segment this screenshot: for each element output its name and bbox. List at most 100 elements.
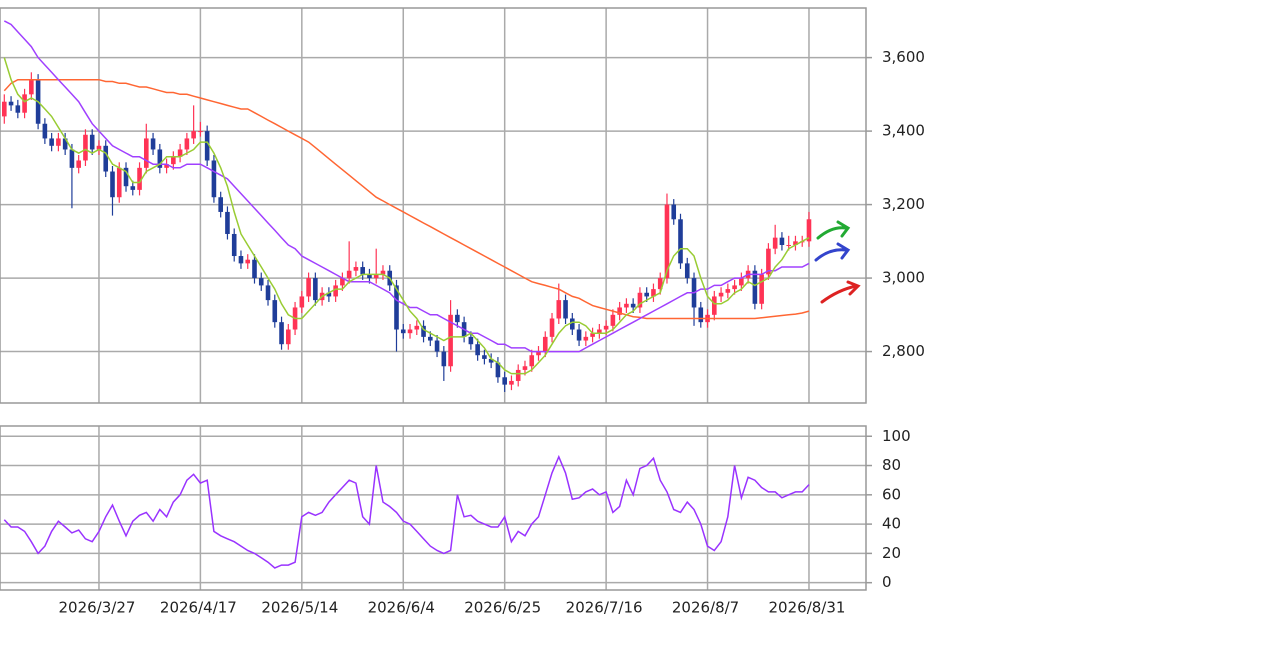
y-tick-label: 80 (882, 456, 901, 474)
candle-body (414, 325, 420, 330)
candle-body (482, 355, 487, 359)
plot-layer: 2,800 3,000 3,200 3,400 3,600 0 20 40 60 80 100 202… (0, 8, 925, 617)
candle-body (177, 149, 183, 157)
candle-body (624, 303, 629, 308)
y-tick-label: 40 (882, 515, 901, 533)
candle-body (258, 278, 264, 286)
candle-body (772, 237, 778, 249)
x-tick-label: 2026/5/14 (261, 599, 338, 617)
candle-body (610, 314, 616, 326)
candle-body (2, 101, 7, 117)
x-tick-label: 2026/6/4 (368, 599, 435, 617)
candle-body (684, 263, 690, 279)
candle-body (617, 307, 622, 315)
candle-body (306, 278, 311, 297)
y-tick-label: 2,800 (882, 342, 925, 360)
x-tick-label: 2026/6/25 (464, 599, 541, 617)
candle-body (752, 270, 758, 304)
candle-body (164, 164, 169, 168)
candle-body (279, 322, 284, 345)
candle-body (529, 355, 535, 367)
candle-body (110, 171, 115, 198)
candle-body (597, 329, 602, 334)
candle-body (590, 333, 595, 337)
candle-body (563, 300, 568, 319)
candle-body (326, 292, 332, 297)
candle-body (603, 325, 609, 330)
candle-body (69, 149, 75, 168)
candle-body (664, 204, 670, 279)
candle-body (630, 303, 636, 308)
candle-body (373, 274, 379, 279)
candle-body (475, 344, 480, 356)
candle-body (272, 300, 278, 323)
candle-body (252, 259, 257, 279)
candle-body (29, 79, 34, 95)
candle-body (766, 248, 771, 275)
candle-body (718, 292, 724, 297)
candle-body (434, 340, 440, 352)
arrow-icon (820, 280, 861, 304)
candle-body (455, 314, 460, 323)
candle-body (380, 270, 386, 275)
y-tick-label: 60 (882, 485, 901, 503)
candle-body (394, 285, 399, 330)
rsi-panel-frame (0, 425, 867, 591)
rsi-line (3, 454, 810, 569)
candle-body (488, 358, 494, 363)
candle-body (218, 197, 223, 212)
candle-body (779, 237, 785, 245)
x-tick-label: 2026/4/17 (160, 599, 237, 617)
trend-arrows (814, 220, 861, 304)
candle-body (157, 149, 163, 168)
candle-body (171, 156, 176, 165)
candle-body (49, 138, 54, 146)
candle-body (103, 145, 109, 172)
candle-body (286, 329, 291, 345)
candle-body (732, 285, 737, 290)
x-tick-label: 2026/7/16 (566, 599, 643, 617)
candle-body (806, 219, 812, 242)
candle-body (96, 145, 102, 150)
candle-body (83, 134, 88, 161)
price-panel-frame (0, 7, 867, 404)
candle-body (576, 329, 582, 341)
candle-body (448, 314, 453, 367)
candle-body (198, 131, 203, 133)
arrow-icon (814, 242, 851, 262)
candle-body (495, 362, 501, 378)
candle-body (651, 289, 656, 297)
candle-body (313, 278, 318, 301)
candle-body (468, 336, 474, 345)
candle-body (130, 186, 136, 190)
candle-body (22, 94, 27, 113)
y-tick-label: 20 (882, 544, 901, 562)
candle-body (8, 101, 14, 106)
candle-body (509, 380, 514, 385)
candle-body (346, 270, 352, 279)
candle-body (712, 296, 717, 315)
candle-body (137, 167, 142, 190)
candle-body (204, 131, 210, 161)
y-tick-label: 3,400 (882, 122, 925, 140)
candle-body (367, 274, 372, 279)
candle-body (637, 292, 643, 308)
candle-body (536, 351, 541, 356)
candle-body (759, 274, 764, 304)
candle-body (238, 256, 244, 264)
candle-body (644, 292, 649, 297)
y-tick-label: 3,200 (882, 195, 925, 213)
candle-body (333, 285, 338, 297)
candle-body (678, 219, 683, 264)
candle-body (657, 278, 663, 290)
y-tick-label: 0 (882, 573, 892, 591)
candle-body (245, 259, 251, 264)
y-tick-label: 100 (882, 427, 911, 445)
candle-body (123, 167, 129, 187)
candle-body (225, 211, 230, 234)
y-tick-label: 3,000 (882, 269, 925, 287)
x-tick-label: 2026/8/31 (769, 599, 846, 617)
arrow-icon (816, 220, 851, 240)
